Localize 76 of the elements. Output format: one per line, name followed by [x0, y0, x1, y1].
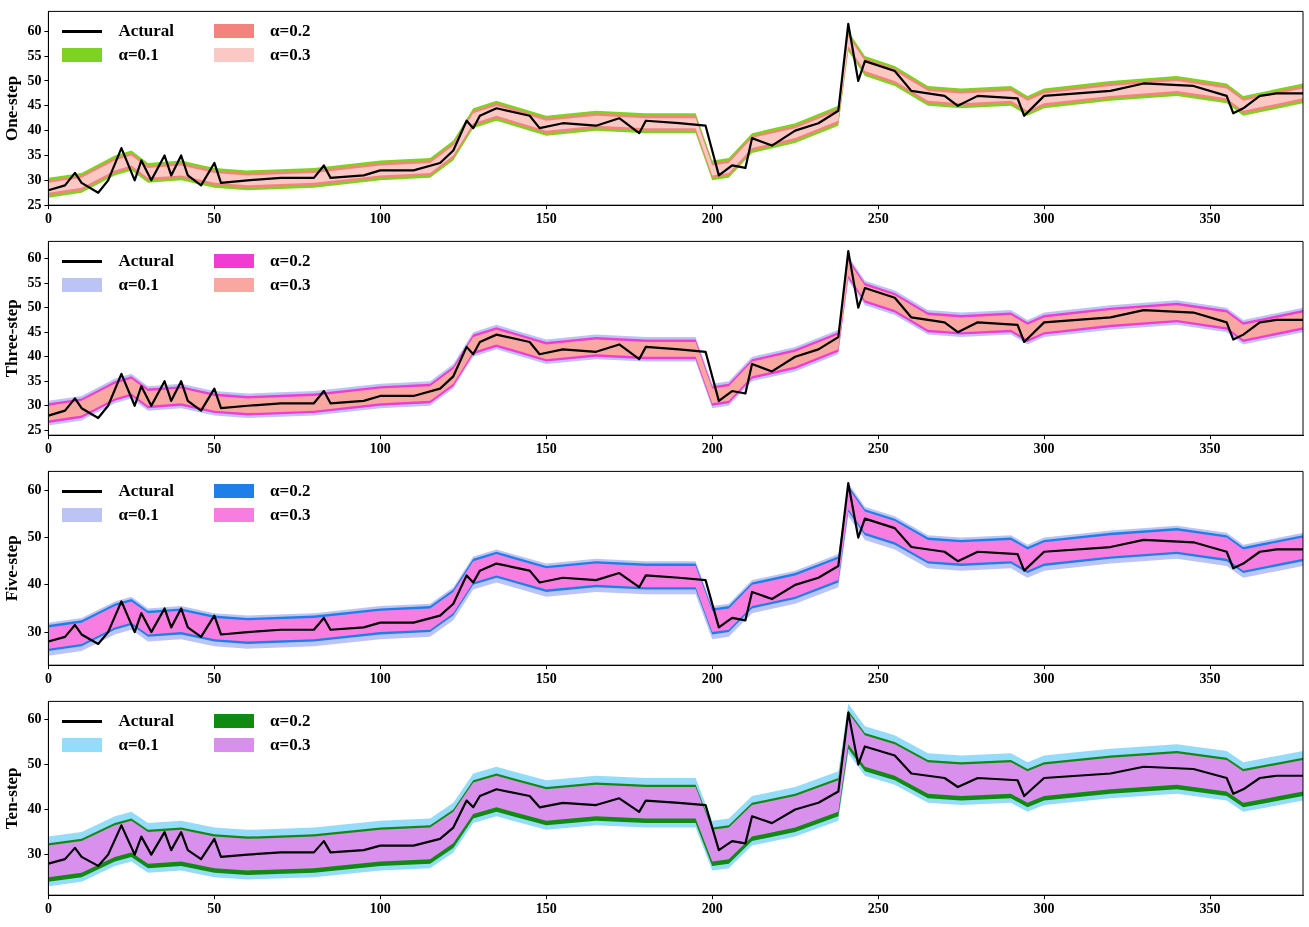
- y-tick-label: 40: [27, 122, 42, 138]
- y-tick-label: 60: [27, 22, 42, 38]
- x-tick-label: 50: [207, 441, 222, 457]
- y-tick-label: 60: [27, 250, 42, 266]
- y-tick-label: 50: [27, 72, 42, 88]
- legend-label: α=0.2: [270, 21, 311, 42]
- x-tick-label: 150: [535, 441, 557, 457]
- y-tick-label: 35: [27, 372, 42, 388]
- y-tick-label: 25: [27, 196, 42, 212]
- x-tick-label: 350: [1199, 211, 1221, 227]
- y-tick-label: 40: [27, 576, 42, 592]
- x-tick-label: 100: [369, 441, 391, 457]
- y-tick-label: 35: [27, 147, 42, 163]
- y-tick-label: 60: [27, 711, 42, 727]
- x-tick-label: 150: [535, 671, 557, 687]
- y-tick-label: 45: [27, 323, 42, 339]
- x-tick-label: 0: [44, 441, 52, 457]
- legend-label: α=0.2: [270, 481, 311, 502]
- x-tick-label: 300: [1033, 901, 1055, 917]
- y-axis-title: One-step: [1, 75, 21, 141]
- y-tick-label: 30: [27, 397, 42, 413]
- x-tick-label: 250: [867, 211, 889, 227]
- y-tick-label: 55: [27, 274, 42, 290]
- y-tick-label: 40: [27, 348, 42, 364]
- y-tick-label: 55: [27, 47, 42, 63]
- x-tick-label: 0: [44, 901, 52, 917]
- legend-label: α=0.2: [270, 711, 311, 732]
- y-tick-label: 40: [27, 801, 42, 817]
- y-tick-label: 50: [27, 299, 42, 315]
- x-tick-label: 350: [1199, 671, 1221, 687]
- legend-label: Actural: [118, 251, 175, 272]
- x-tick-label: 300: [1033, 441, 1055, 457]
- x-tick-label: 0: [44, 211, 52, 227]
- legend-label: α=0.2: [270, 251, 311, 272]
- legend-label: α=0.1: [118, 735, 159, 756]
- legend-label: α=0.3: [270, 735, 311, 756]
- legend-label: α=0.1: [118, 275, 159, 296]
- x-tick-label: 100: [369, 671, 391, 687]
- legend-label: α=0.1: [118, 45, 159, 66]
- legend-label: α=0.3: [270, 275, 311, 296]
- x-tick-label: 150: [535, 211, 557, 227]
- legend-label: α=0.3: [270, 505, 311, 526]
- x-tick-label: 300: [1033, 211, 1055, 227]
- x-tick-label: 0: [44, 671, 52, 687]
- x-tick-label: 300: [1033, 671, 1055, 687]
- y-axis-title: Three-step: [1, 299, 21, 378]
- y-tick-label: 45: [27, 97, 42, 113]
- x-tick-label: 150: [535, 901, 557, 917]
- legend-label: α=0.1: [118, 505, 159, 526]
- y-tick-label: 30: [27, 846, 42, 862]
- x-tick-label: 350: [1199, 901, 1221, 917]
- x-tick-label: 50: [207, 901, 222, 917]
- x-tick-label: 250: [867, 441, 889, 457]
- y-tick-label: 25: [27, 421, 42, 437]
- legend-label: α=0.3: [270, 45, 311, 66]
- x-tick-label: 100: [369, 211, 391, 227]
- y-tick-label: 30: [27, 623, 42, 639]
- y-axis-title: Ten-step: [1, 767, 21, 830]
- x-tick-label: 50: [207, 211, 222, 227]
- x-tick-label: 200: [701, 441, 723, 457]
- y-tick-label: 30: [27, 171, 42, 187]
- y-tick-label: 50: [27, 756, 42, 772]
- legend-label: Actural: [118, 21, 175, 42]
- y-tick-label: 50: [27, 529, 42, 545]
- x-tick-label: 50: [207, 671, 222, 687]
- x-tick-label: 200: [701, 211, 723, 227]
- x-tick-label: 100: [369, 901, 391, 917]
- x-tick-label: 350: [1199, 441, 1221, 457]
- y-axis-title: Five-step: [1, 535, 21, 602]
- x-tick-label: 250: [867, 671, 889, 687]
- legend-label: Actural: [118, 481, 175, 502]
- x-tick-label: 200: [701, 671, 723, 687]
- x-tick-label: 250: [867, 901, 889, 917]
- x-tick-label: 200: [701, 901, 723, 917]
- y-tick-label: 60: [27, 481, 42, 497]
- legend-label: Actural: [118, 711, 175, 732]
